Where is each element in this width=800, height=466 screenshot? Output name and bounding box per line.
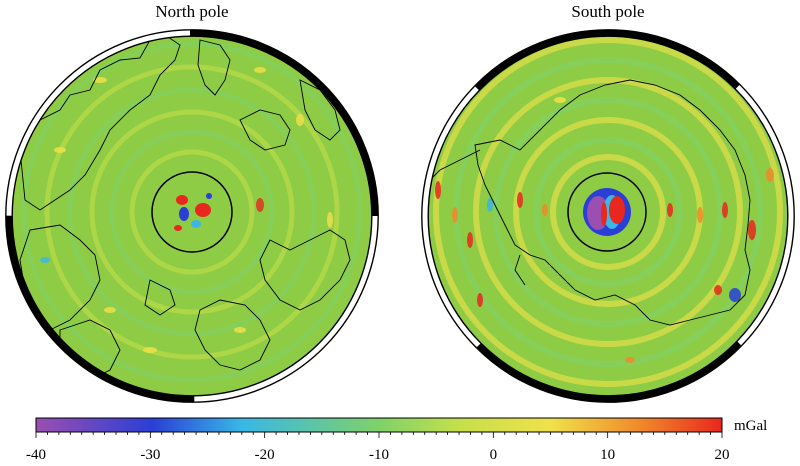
north-pole-map <box>12 36 372 396</box>
south-pole-title: South pole <box>571 2 644 21</box>
north-polar-gap-anomaly <box>174 193 212 231</box>
north-coastlines <box>19 36 351 381</box>
south-polar-gap-anomaly <box>583 188 631 236</box>
colorbar-tick-label: -10 <box>369 447 389 463</box>
north-pole-panel: North pole <box>5 2 379 403</box>
south-pole-map <box>428 36 788 396</box>
colorbar-tick-label: 10 <box>600 447 615 463</box>
colorbar-gradient <box>35 417 723 433</box>
north-polar-gap-circle <box>151 171 233 253</box>
colorbar-tick-label: -20 <box>255 447 275 463</box>
colorbar: -40 -30 -20 -10 0 10 20 mGal <box>26 417 767 463</box>
north-map-frame <box>5 29 379 403</box>
south-pole-panel: South pole <box>421 2 795 403</box>
colorbar-tick-label: 20 <box>715 447 730 463</box>
colorbar-tick-label: -40 <box>26 447 46 463</box>
colorbar-tick-labels: -40 -30 -20 -10 0 10 20 <box>26 447 730 463</box>
north-ripple-rings <box>21 41 363 383</box>
south-coastlines <box>429 79 751 326</box>
south-map-frame <box>421 29 795 403</box>
north-anomaly-spots <box>40 67 333 353</box>
colorbar-unit: mGal <box>734 418 767 434</box>
north-pole-title: North pole <box>155 2 228 21</box>
colorbar-tick-label: 0 <box>490 447 498 463</box>
south-polar-gap-circle <box>567 172 647 252</box>
colorbar-ticks <box>35 432 723 438</box>
south-anomaly-spots <box>435 97 774 363</box>
colorbar-tick-label: -30 <box>140 447 160 463</box>
